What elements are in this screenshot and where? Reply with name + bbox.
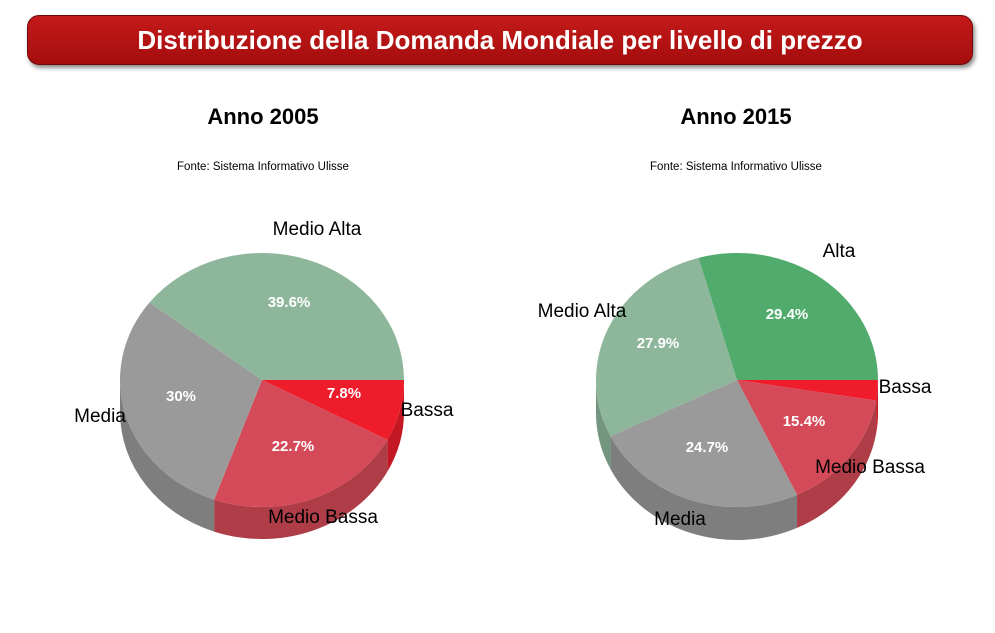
slice-value-medio-alta: 27.9% — [637, 335, 680, 352]
slice-label-bassa: Bassa — [401, 400, 454, 421]
pie-slice-alta — [698, 253, 878, 380]
pie-slice-bassa — [737, 380, 878, 401]
pie-side-medio-bassa — [214, 439, 388, 539]
slice-label-medio-alta: Medio Alta — [273, 219, 362, 240]
pie-side-medio-alta — [596, 380, 611, 470]
slice-label-media: Media — [654, 509, 706, 530]
pie-chart-2015: Anno 2015 Fonte: Sistema Informativo Uli… — [538, 104, 932, 540]
pie-slice-bassa — [262, 380, 404, 440]
slice-value-media: 24.7% — [686, 439, 729, 456]
pie-side-medio-bassa — [797, 400, 877, 528]
chart-title: Anno 2015 — [680, 104, 791, 129]
pie-side-media — [610, 436, 798, 540]
pie-slice-medio-bassa — [737, 380, 877, 495]
pie-slice-media — [120, 302, 262, 500]
pie-slice-media — [610, 380, 798, 507]
pie-slice-medio-bassa — [214, 380, 388, 507]
pie-side-bassa — [387, 380, 404, 472]
slice-value-bassa: 7.8% — [327, 385, 361, 402]
chart-subtitle: Fonte: Sistema Informativo Ulisse — [650, 161, 822, 173]
pie-slices: Bassa Medio Bassa 15.4% Media 24.7% Medio Alt… — [538, 241, 932, 540]
slice-label-media: Media — [74, 406, 126, 427]
slice-value-alta: 29.4% — [766, 306, 809, 323]
slice-value-medio-bassa: 22.7% — [272, 438, 315, 455]
page-title-banner: Distribuzione della Domanda Mondiale per… — [27, 15, 973, 65]
chart-subtitle: Fonte: Sistema Informativo Ulisse — [177, 161, 349, 173]
page-title: Distribuzione della Domanda Mondiale per… — [137, 25, 863, 55]
slice-value-medio-bassa: 15.4% — [783, 413, 826, 430]
slice-value-medio-alta: 39.6% — [268, 294, 311, 311]
pie-slices: Bassa 7.8% Medio Bassa 22.7% Media 30% Medio A… — [74, 219, 454, 539]
slice-label-medio-bassa: Medio Bassa — [268, 507, 378, 528]
pie-chart-2005: Anno 2005 Fonte: Sistema Informativo Uli… — [74, 104, 454, 539]
pie-side-media — [119, 380, 215, 532]
slice-label-alta: Alta — [823, 241, 856, 262]
pie-slice-medio-alta — [596, 257, 737, 437]
pie-slice-medio-alta — [149, 253, 404, 380]
pie-side-bassa — [876, 380, 878, 434]
slice-value-media: 30% — [166, 388, 196, 405]
slice-label-bassa: Bassa — [879, 377, 932, 398]
slice-label-medio-bassa: Medio Bassa — [815, 457, 925, 478]
slice-label-medio-alta: Medio Alta — [538, 301, 627, 322]
chart-title: Anno 2005 — [207, 104, 318, 129]
